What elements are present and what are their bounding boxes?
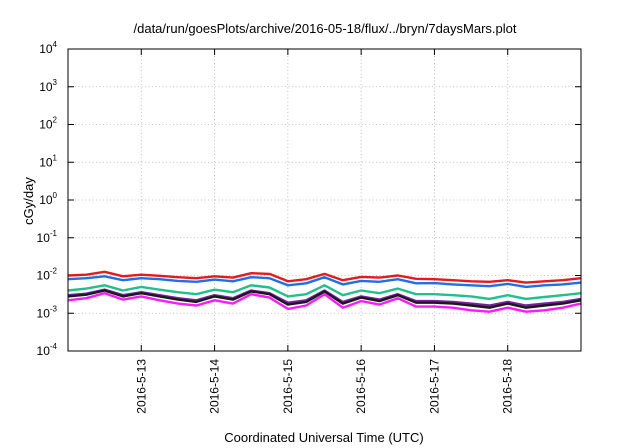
x-tick-label: 2016-5-13 xyxy=(134,359,148,414)
series-line xyxy=(67,284,582,301)
y-tick-label: 101 xyxy=(39,153,57,169)
y-tick-label: 10-1 xyxy=(37,229,58,245)
y-axis-ticks: 10-4 10-3 10-2 10-1 100 101 102 103 104 xyxy=(37,40,581,358)
y-tick-label: 103 xyxy=(39,78,57,94)
plot-frame xyxy=(67,48,582,352)
x-tick-label: 2016-5-14 xyxy=(208,359,222,414)
series-lines xyxy=(67,270,582,313)
x-axis-ticks: 2016-5-13 2016-5-14 2016-5-15 2016-5-16 2016… xyxy=(134,49,515,414)
y-tick-label: 100 xyxy=(39,191,57,207)
y-tick-label: 10-2 xyxy=(37,267,58,283)
series-line xyxy=(67,289,582,309)
y-tick-label: 104 xyxy=(39,40,57,56)
series-line xyxy=(67,270,582,284)
x-tick-label: 2016-5-18 xyxy=(501,359,515,414)
series-line xyxy=(67,292,582,313)
x-tick-label: 2016-5-17 xyxy=(427,359,441,414)
x-tick-label: 2016-5-15 xyxy=(281,359,295,414)
y-tick-label: 102 xyxy=(39,116,57,132)
y-tick-label: 10-3 xyxy=(37,304,58,320)
series-line xyxy=(67,275,582,289)
x-axis-label: Coordinated Universal Time (UTC) xyxy=(224,430,423,445)
y-tick-label: 10-4 xyxy=(37,342,58,358)
x-tick-label: 2016-5-16 xyxy=(354,359,368,414)
chart-title: /data/run/goesPlots/archive/2016-05-18/f… xyxy=(134,21,517,36)
y-axis-label: cGy/day xyxy=(21,177,36,225)
grid xyxy=(68,49,581,351)
